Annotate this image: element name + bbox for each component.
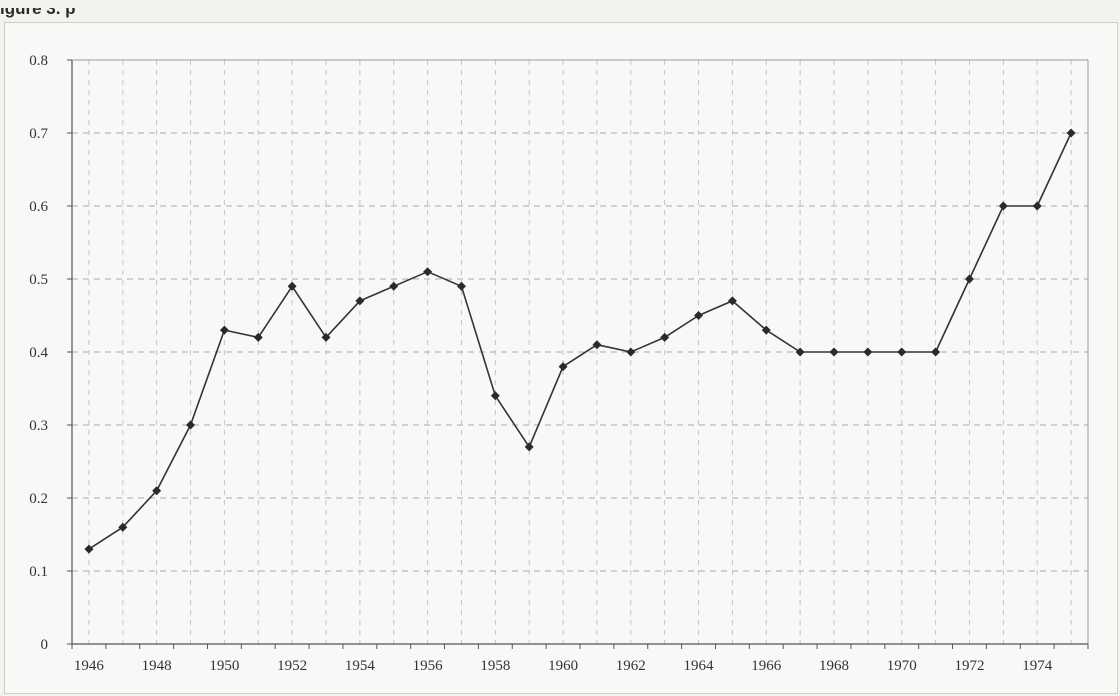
series-line — [88, 132, 1072, 550]
data-point-marker — [1032, 201, 1042, 211]
data-point-marker — [219, 325, 229, 335]
x-tick-label: 1966 — [751, 658, 782, 674]
data-point-marker — [626, 347, 636, 357]
x-tick-label: 1952 — [277, 658, 307, 674]
x-tick-label: 1958 — [480, 658, 510, 674]
data-point-marker — [761, 325, 771, 335]
y-tick-label: 0 — [41, 637, 49, 653]
data-point-marker — [84, 544, 94, 554]
data-markers — [84, 128, 1076, 554]
data-point-marker — [355, 296, 365, 306]
x-tick-label: 1968 — [819, 658, 849, 674]
y-tick-label: 0.8 — [29, 53, 48, 69]
data-point-marker — [558, 362, 568, 372]
figure-title-fragment: igure 3. p — [0, 0, 76, 18]
data-point-marker — [423, 267, 433, 277]
data-point-marker — [456, 281, 466, 291]
data-point-marker — [389, 281, 399, 291]
x-tick-label: 1972 — [954, 658, 984, 674]
data-point-marker — [253, 332, 263, 342]
x-tick-label: 1946 — [74, 658, 105, 674]
data-point-marker — [863, 347, 873, 357]
data-point-marker — [490, 391, 500, 401]
x-tick-label: 1960 — [548, 658, 578, 674]
data-point-marker — [795, 347, 805, 357]
x-tick-labels: 1946 1948 1950 1952 1954 1956 1958 1960 1962 1964… — [74, 658, 1053, 674]
data-point-marker — [152, 486, 162, 496]
data-point-marker — [931, 347, 941, 357]
data-point-marker — [897, 347, 907, 357]
y-tick-label: 0.2 — [29, 491, 48, 507]
x-tick-label: 1964 — [684, 658, 715, 674]
y-tick-label: 0.6 — [29, 199, 48, 215]
y-tick-label: 0.1 — [29, 564, 48, 580]
data-point-marker — [1066, 128, 1076, 138]
y-tick-label: 0.5 — [29, 272, 48, 288]
y-tick-labels: 0 0.1 0.2 0.3 0.4 0.5 0.6 0.7 0.8 — [29, 53, 48, 653]
data-point-marker — [727, 296, 737, 306]
axes — [67, 59, 1089, 649]
x-tick-label: 1954 — [345, 658, 376, 674]
data-point-marker — [287, 281, 297, 291]
data-point-marker — [964, 274, 974, 284]
data-point-marker — [592, 340, 602, 350]
chart-panel — [4, 22, 1118, 694]
data-point-marker — [998, 201, 1008, 211]
series-lines — [88, 132, 1072, 550]
data-point-marker — [118, 522, 128, 532]
data-point-marker — [829, 347, 839, 357]
x-tick-label: 1970 — [887, 658, 917, 674]
x-tick-label: 1950 — [209, 658, 239, 674]
x-tick-label: 1962 — [616, 658, 646, 674]
y-tick-label: 0.7 — [29, 126, 48, 142]
data-point-marker — [694, 311, 704, 320]
x-tick-label: 1948 — [142, 658, 172, 674]
data-point-marker — [321, 332, 331, 342]
y-tick-label: 0.3 — [29, 418, 48, 434]
data-point-marker — [660, 332, 670, 342]
data-point-marker — [186, 420, 196, 430]
y-tick-label: 0.4 — [29, 345, 48, 361]
data-point-marker — [524, 442, 534, 452]
x-tick-label: 1956 — [413, 658, 444, 674]
x-tick-label: 1974 — [1022, 658, 1053, 674]
